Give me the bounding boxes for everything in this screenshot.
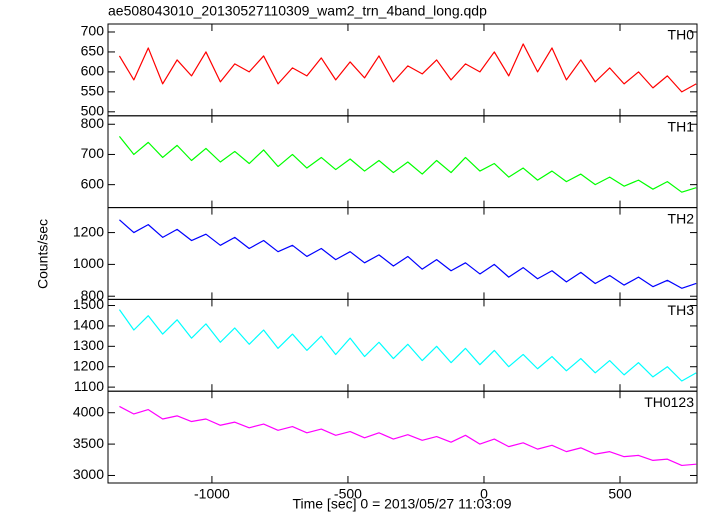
- y-tick-label: 800: [81, 287, 105, 303]
- chart-title: ae508043010_20130527110309_wam2_trn_4ban…: [108, 3, 487, 19]
- panel-frame: [107, 390, 698, 484]
- y-tick-label: 1300: [73, 337, 104, 353]
- y-tick-label: 1000: [73, 255, 104, 271]
- y-tick-label: 550: [81, 83, 105, 99]
- x-tick-label: 0: [480, 486, 488, 502]
- panel-label: TH0: [668, 27, 695, 43]
- panel-frame: [107, 23, 698, 117]
- x-axis-label: Time [sec] 0 = 2013/05/27 11:03:09: [292, 496, 511, 512]
- y-tick-label: 600: [81, 63, 105, 79]
- x-tick-label: 500: [608, 486, 632, 502]
- panel-label: TH0123: [644, 394, 694, 410]
- y-tick-label: 3500: [73, 435, 104, 451]
- panel-frame: [107, 298, 698, 392]
- y-tick-label: 3000: [73, 466, 104, 482]
- y-tick-label: 4000: [73, 403, 104, 419]
- panel-frame: [107, 207, 698, 300]
- y-tick-label: 650: [81, 43, 105, 59]
- data-line: [118, 43, 697, 93]
- data-line: [119, 405, 697, 467]
- x-tick-label: -1000: [194, 486, 230, 502]
- y-tick-label: 1200: [73, 357, 104, 373]
- y-tick-label: 1100: [74, 378, 104, 394]
- panel-label: TH3: [668, 302, 695, 318]
- y-tick-label: 500: [81, 103, 105, 119]
- y-tick-label: 1400: [73, 317, 104, 333]
- panel-label: TH1: [668, 119, 695, 135]
- panel-label: TH2: [668, 210, 695, 226]
- x-tick-label: -500: [334, 486, 362, 502]
- data-line: [119, 219, 697, 289]
- y-tick-label: 700: [81, 23, 105, 39]
- y-tick-label: 1500: [73, 296, 104, 312]
- data-line: [118, 309, 697, 382]
- y-tick-label: 600: [81, 175, 105, 191]
- data-line: [118, 135, 697, 193]
- y-tick-label: 1200: [73, 223, 104, 239]
- y-axis-label: Counts/sec: [35, 219, 51, 289]
- y-tick-label: 700: [81, 145, 105, 161]
- panel-frame: [107, 115, 698, 209]
- y-tick-label: 800: [81, 115, 105, 131]
